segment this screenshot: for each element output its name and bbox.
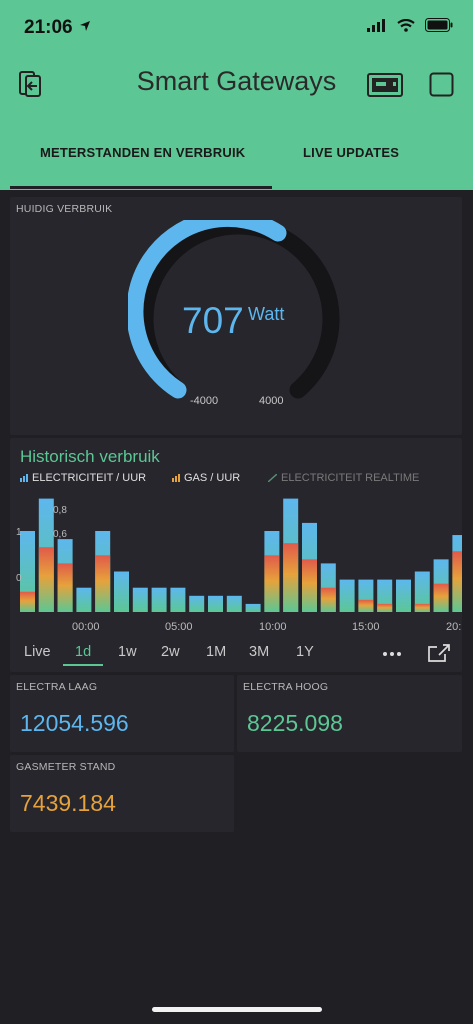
history-panel [10, 438, 462, 672]
chart-bar-electricity [132, 587, 148, 612]
history-chart[interactable]: 1 0 0,8 0,6 00:00 05:00 10:00 15:00 20: [10, 490, 462, 635]
legend-realtime[interactable]: ELECTRICITEIT REALTIME [268, 472, 419, 484]
chart-bar-electricity [377, 579, 393, 612]
chart-bar-gas [320, 587, 336, 612]
range-1m[interactable]: 1M [206, 644, 227, 660]
chart-bar-electricity [339, 579, 355, 612]
y-tick-right-06: 0,6 [53, 529, 67, 540]
meter-value: 7439.184 [20, 790, 116, 816]
bar-chart-icon [172, 474, 180, 482]
legend-gas[interactable]: GAS / UUR [172, 472, 240, 484]
meter-label: GASMETER STAND [16, 761, 116, 773]
chart-bar-electricity [114, 571, 129, 612]
gauge-unit: Watt [248, 304, 285, 324]
meter-label: ELECTRA HOOG [243, 681, 329, 693]
chart-bar-electricity [189, 595, 205, 612]
external-link-icon[interactable] [428, 644, 450, 662]
chart-bar-gas [358, 599, 374, 612]
gauge-min: -4000 [190, 395, 219, 407]
signal-icon [367, 18, 385, 32]
more-icon[interactable] [382, 651, 402, 657]
chart-bar-gas [264, 555, 280, 612]
range-2w[interactable]: 2w [161, 644, 180, 660]
x-tick-label: 20: [446, 621, 461, 633]
chart-bar-electricity [151, 587, 167, 612]
chart-bar-electricity [396, 579, 411, 612]
legend-electricity-label: ELECTRICITEIT / UUR [32, 472, 147, 484]
active-tab-indicator [10, 186, 272, 189]
chart-bar-electricity [245, 603, 261, 612]
y-tick-right-08: 0,8 [53, 505, 67, 516]
square-icon[interactable] [429, 72, 454, 97]
meter-gasmeter-stand: GASMETER STAND 7439.184 [10, 755, 234, 832]
tab-live-updates[interactable]: LIVE UPDATES [303, 145, 400, 160]
meter-value: 8225.098 [247, 710, 343, 736]
battery-icon [425, 18, 453, 32]
page-title: Smart Gateways [136, 66, 337, 96]
app-header: 21:06 Smart Gateways METERSTANDEN EN VER… [0, 0, 473, 190]
location-arrow-icon [80, 21, 90, 31]
gauge-panel: HUIDIG VERBRUIK [10, 197, 462, 435]
home-indicator [152, 1007, 322, 1012]
bar-chart-icon [20, 474, 28, 482]
chart-bar-gas [95, 555, 111, 612]
range-active-indicator [63, 664, 103, 666]
legend-electricity[interactable]: ELECTRICITEIT / UUR [20, 472, 146, 484]
range-1w[interactable]: 1w [118, 644, 137, 660]
chart-bar-gas [414, 603, 430, 612]
chart-bar-electricity [76, 587, 92, 612]
gauge-max: 4000 [259, 395, 284, 407]
exit-icon[interactable] [16, 70, 48, 98]
chart-bar-electricity [208, 595, 223, 612]
range-live[interactable]: Live [24, 644, 51, 660]
line-chart-icon [268, 474, 277, 482]
wifi-icon [397, 18, 415, 32]
y-tick-left-1: 1 [16, 527, 22, 538]
x-tick-label: 15:00 [352, 621, 380, 633]
x-tick-label: 00:00 [72, 621, 100, 633]
range-3m[interactable]: 3M [249, 644, 270, 660]
chart-bar-electricity [170, 587, 186, 612]
meter-label: ELECTRA LAAG [16, 681, 98, 693]
range-1y[interactable]: 1Y [296, 644, 314, 660]
tab-meterstanden[interactable]: METERSTANDEN EN VERBRUIK [40, 145, 246, 160]
chart-bar-electricity [414, 571, 430, 612]
chart-bar-gas [377, 603, 393, 612]
gauge-label: HUIDIG VERBRUIK [16, 203, 113, 215]
chart-bar-gas [452, 551, 462, 612]
meter-value: 12054.596 [20, 710, 129, 736]
chart-bar-electricity [226, 595, 242, 612]
chart-bar-gas [302, 559, 317, 612]
chart-bar-gas [283, 543, 299, 612]
meter-electra-hoog: ELECTRA HOOG 8225.098 [237, 675, 462, 752]
x-tick-label: 05:00 [165, 621, 193, 633]
y-tick-left-0: 0 [16, 573, 22, 584]
chart-bar-gas [20, 591, 35, 612]
chart-bar-gas [38, 547, 54, 612]
status-time: 21:06 [24, 17, 73, 38]
chart-bar-gas [57, 563, 73, 612]
chart-bar-gas [433, 583, 449, 612]
meter-electra-laag: ELECTRA LAAG 12054.596 [10, 675, 234, 752]
device-icon[interactable] [367, 71, 403, 99]
gauge-value: 707 [182, 300, 244, 341]
x-tick-label: 10:00 [259, 621, 287, 633]
gauge-arc [128, 220, 340, 399]
legend-gas-label: GAS / UUR [184, 472, 241, 484]
range-1d[interactable]: 1d [75, 644, 92, 660]
legend-realtime-label: ELECTRICITEIT REALTIME [281, 472, 420, 484]
history-title: Historisch verbruik [20, 447, 160, 466]
